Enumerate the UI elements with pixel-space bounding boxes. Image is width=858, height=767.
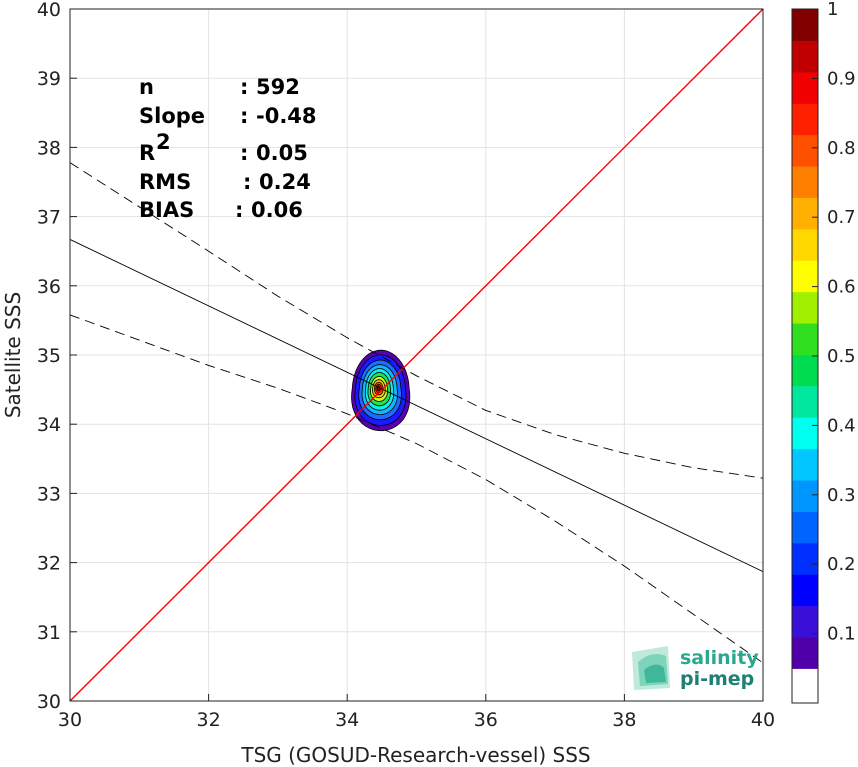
y-tick-label: 32 — [37, 553, 61, 575]
colorbar-segment — [792, 103, 818, 136]
colorbar-segment — [792, 260, 818, 293]
x-tick-label: 40 — [751, 709, 775, 731]
colorbar-tick-label: 0.9 — [827, 68, 856, 89]
colorbar-segment — [792, 40, 818, 73]
stat-label: R — [139, 141, 155, 165]
stat-label: n — [139, 75, 154, 99]
stat-value: 0.06 — [251, 198, 303, 222]
colorbar-tick-label: 1 — [827, 0, 838, 20]
y-tick-label: 39 — [37, 68, 61, 90]
colorbar-segment — [792, 385, 818, 418]
stat-value: 592 — [256, 75, 300, 99]
axis-ticks: 30 32 34 36 38 40 30 31 32 33 34 35 36 37 38 39 40 — [37, 0, 775, 731]
stat-separator: : — [235, 198, 243, 222]
stat-separator: : — [240, 141, 248, 165]
colorbar-segment — [792, 197, 818, 230]
colorbar-segment — [792, 448, 818, 481]
colorbar-segment — [792, 574, 818, 607]
y-tick-label: 33 — [37, 483, 61, 505]
y-tick-label: 30 — [37, 691, 61, 713]
stat-separator: : — [240, 104, 248, 128]
colorbar-segment — [792, 165, 818, 198]
stat-label-superscript: 2 — [156, 130, 171, 154]
y-tick-label: 37 — [37, 207, 61, 229]
regression-line — [69, 239, 764, 573]
stat-value: 0.05 — [256, 141, 308, 165]
colorbar-segment — [792, 417, 818, 450]
x-tick-label: 36 — [474, 709, 498, 731]
colorbar-tick-label: 0.4 — [827, 415, 856, 436]
colorbar: 0.1 0.2 0.3 0.4 0.5 0.6 0.7 0.8 0.9 1 — [791, 0, 856, 704]
colorbar-segment — [792, 354, 818, 387]
identity-line — [69, 8, 764, 702]
fit-lines — [69, 8, 764, 702]
y-tick-label: 34 — [37, 414, 61, 436]
stat-label: BIAS — [139, 198, 194, 222]
stat-value: 0.24 — [259, 170, 311, 194]
colorbar-tick-label: 0.1 — [827, 624, 856, 645]
y-tick-label: 31 — [37, 622, 61, 644]
x-tick-label: 32 — [197, 709, 221, 731]
colorbar-segment — [792, 511, 818, 544]
colorbar-segment — [792, 291, 818, 324]
colorbar-segment — [792, 9, 818, 41]
stat-separator: : — [240, 75, 248, 99]
colorbar-segment — [792, 542, 818, 575]
x-axis-label: TSG (GOSUD-Research-vessel) SSS — [240, 743, 590, 767]
colorbar-tick-label: 0.6 — [827, 277, 856, 298]
stat-value: -0.48 — [256, 104, 317, 128]
colorbar-segment — [792, 636, 818, 669]
y-tick-label: 35 — [37, 345, 61, 367]
colorbar-tick-label: 0.2 — [827, 554, 856, 575]
colorbar-tick-label: 0.5 — [827, 346, 856, 367]
colorbar-tick-label: 0.8 — [827, 138, 856, 159]
colorbar-bottom-segment — [792, 668, 818, 703]
colorbar-segment — [792, 228, 818, 261]
confidence-band-upper — [69, 162, 764, 479]
y-tick-label: 38 — [37, 137, 61, 159]
colorbar-tick-label: 0.7 — [827, 207, 856, 228]
salinity-pimep-logo: salinity pi-mep — [632, 646, 759, 690]
y-tick-label: 40 — [37, 0, 61, 21]
confidence-band-lower — [69, 314, 764, 664]
colorbar-segment — [792, 605, 818, 638]
x-tick-label: 34 — [335, 709, 359, 731]
colorbar-tick-label: 0.3 — [827, 485, 856, 506]
stat-label: RMS — [139, 170, 191, 194]
y-tick-label: 36 — [37, 276, 61, 298]
stat-label: Slope — [139, 104, 205, 128]
colorbar-segment — [792, 479, 818, 512]
x-tick-label: 30 — [58, 709, 82, 731]
logo-mark-icon — [632, 646, 670, 690]
colorbar-segment — [792, 322, 818, 355]
logo-line2: pi-mep — [680, 668, 754, 690]
colorbar-segment — [792, 71, 818, 104]
x-tick-label: 38 — [612, 709, 636, 731]
y-axis-label: Satellite SSS — [1, 292, 25, 418]
logo-line1: salinity — [680, 647, 759, 669]
stat-separator: : — [243, 170, 251, 194]
colorbar-segment — [792, 134, 818, 167]
